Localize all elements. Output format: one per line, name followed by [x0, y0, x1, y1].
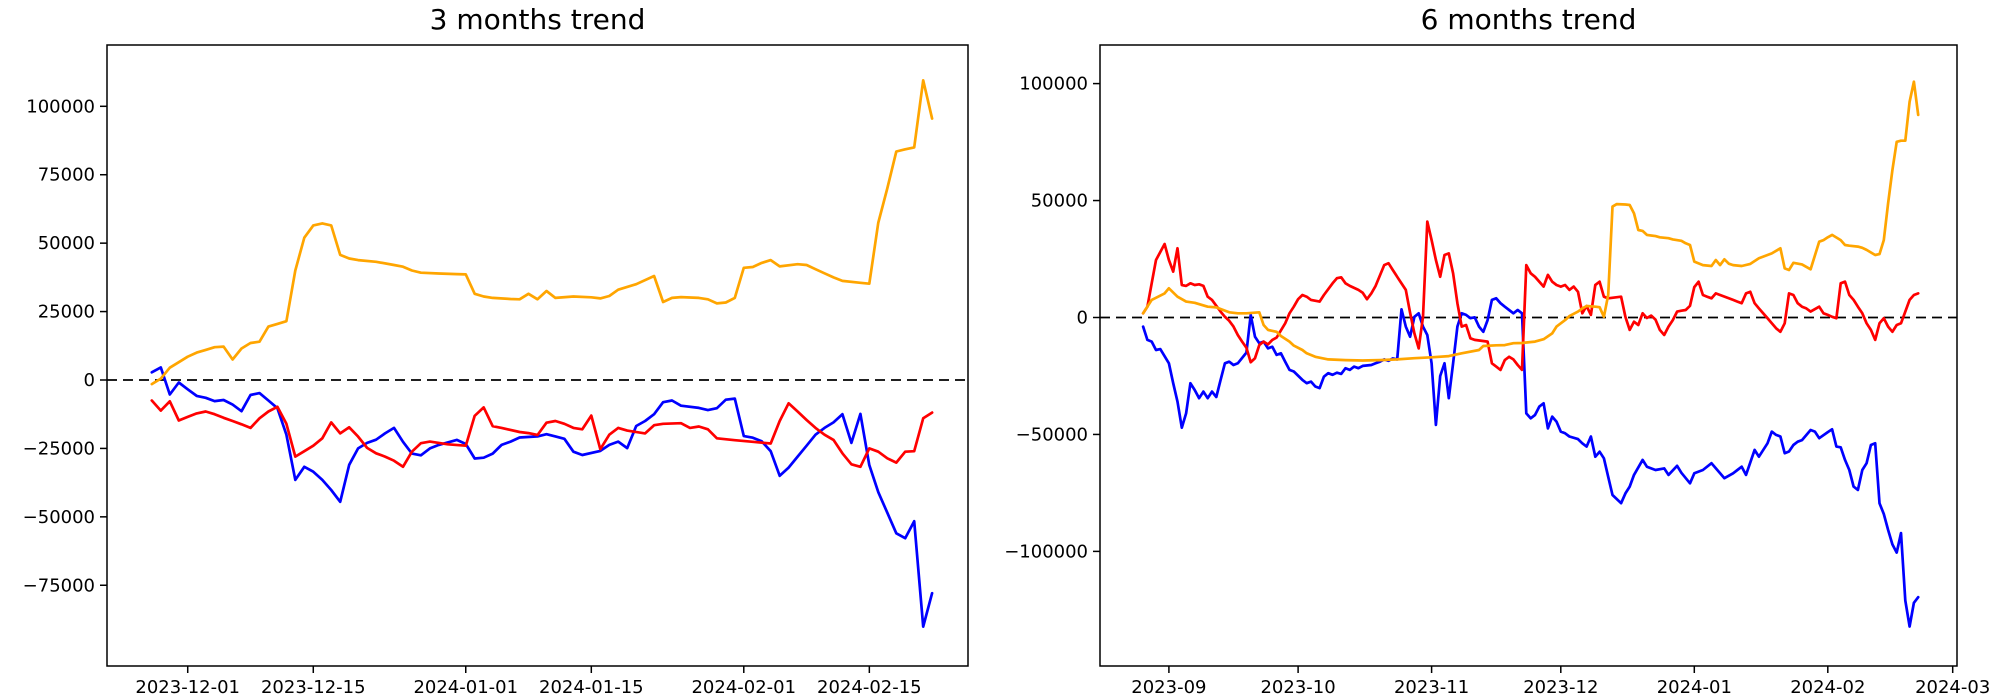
x-tick-label: 2023-12-15: [261, 677, 366, 698]
series-group: [150, 78, 934, 628]
y-tick-label: −100000: [1004, 541, 1088, 562]
series-line-blue: [150, 366, 934, 628]
y-tick-label: 100000: [26, 96, 95, 117]
chart-title-right: 6 months trend: [1420, 3, 1637, 36]
y-tick-label: 75000: [38, 165, 95, 186]
x-tick-label: 2024-01-01: [413, 677, 518, 698]
chart-canvas-left: 2023-12-01 2023-12-15 2024-01-01 2024-01-15…: [23, 44, 969, 698]
chart-canvas-right: 2023-09 2023-10 2023-11 2023-12 2024-01 2024-…: [1004, 44, 1990, 698]
y-tick-label: 0: [84, 370, 95, 391]
y-tick-label: −50000: [23, 507, 95, 528]
chart-title-left: 3 months trend: [429, 3, 646, 36]
y-tick-label: −75000: [23, 575, 95, 596]
y-tick-label: 100000: [1019, 74, 1088, 95]
x-tick-label: 2024-01-15: [539, 677, 644, 698]
chart-6-months-trend: 6 months trend 2023-09 2023-10 2023-11 2023…: [1000, 0, 2000, 700]
x-tick-label: 2023-12-01: [135, 677, 240, 698]
x-tick-label: 2024-02-01: [691, 677, 796, 698]
y-tick-label: 50000: [38, 233, 95, 254]
y-tick-label: 25000: [38, 302, 95, 323]
y-tick-label: −50000: [1016, 424, 1088, 445]
series-line-orange: [1141, 80, 1920, 362]
x-tick-label: 2023-09: [1131, 677, 1206, 698]
series-line-orange: [150, 78, 934, 386]
y-tick-label: 50000: [1031, 191, 1088, 212]
x-tick-label: 2023-12: [1523, 677, 1598, 698]
x-tick-label: 2024-03: [1915, 677, 1990, 698]
series-line-red: [150, 399, 934, 469]
axes-box: [106, 44, 969, 667]
y-tick-label: −25000: [23, 438, 95, 459]
chart-3-months-trend: 3 months trend 2023-12-01 2023-12-15 2024-…: [23, 3, 969, 698]
x-tick-label: 2023-11: [1394, 677, 1469, 698]
x-tick-label: 2023-10: [1260, 677, 1335, 698]
series-group: [1141, 80, 1920, 628]
x-tick-label: 2024-01: [1657, 677, 1732, 698]
x-tick-label: 2024-02: [1790, 677, 1865, 698]
y-tick-label: 0: [1077, 307, 1088, 328]
series-line-blue: [1141, 296, 1920, 628]
series-line-red: [1141, 220, 1920, 372]
x-tick-label: 2024-02-15: [817, 677, 922, 698]
axes-box: [1099, 44, 1958, 667]
